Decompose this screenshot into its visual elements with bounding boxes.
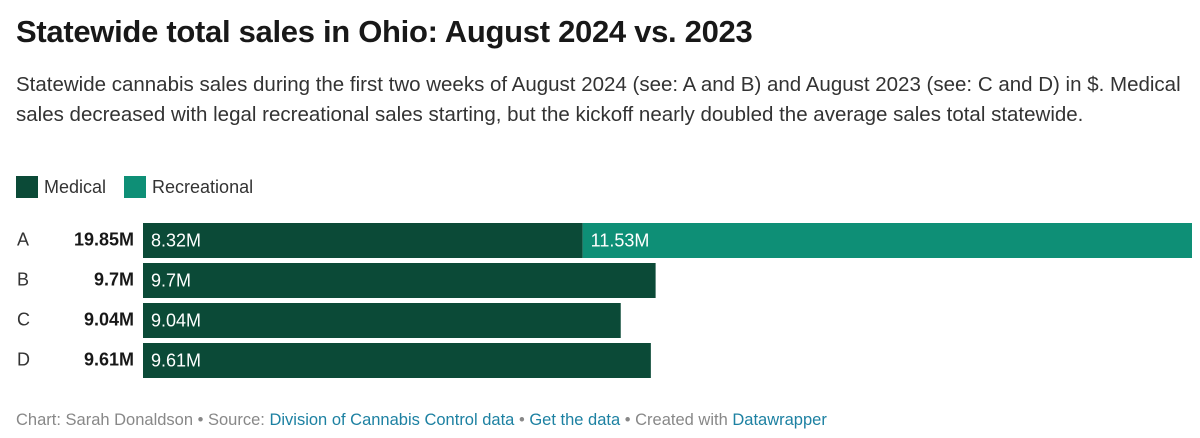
total-label: 9.04M [84, 309, 134, 329]
tool-link[interactable]: Datawrapper [732, 411, 827, 429]
separator: • [518, 411, 525, 429]
category-label: D [17, 349, 30, 369]
legend-label: Recreational [152, 176, 254, 197]
legend-swatch [16, 176, 38, 198]
total-label: 9.7M [94, 269, 134, 289]
chart-subtitle: Statewide cannabis sales during the firs… [16, 73, 1181, 126]
value-label: 8.32M [151, 230, 201, 250]
source-label: Source: [208, 411, 265, 429]
value-label: 11.53M [591, 230, 650, 250]
value-label: 9.61M [151, 350, 201, 370]
separator: • [624, 411, 631, 429]
category-label: A [17, 229, 29, 249]
legend-item: Medical [16, 176, 106, 198]
bar-segment [143, 263, 656, 298]
total-label: 9.61M [84, 349, 134, 369]
legend: Medical Recreational [16, 176, 253, 198]
category-label: B [17, 269, 29, 289]
value-label: 9.7M [151, 270, 191, 290]
value-label: 9.04M [151, 310, 201, 330]
bar-segment [143, 303, 621, 338]
byline: Chart: Sarah Donaldson [16, 411, 194, 429]
bar-segment [143, 223, 583, 258]
bar-segment [582, 223, 1192, 258]
separator: • [197, 411, 204, 429]
created-with: Created with [635, 411, 728, 429]
footer: Chart: Sarah Donaldson • Source: Divisio… [16, 411, 827, 430]
bar-segment [143, 343, 651, 378]
legend-swatch [124, 176, 147, 198]
legend-label: Medical [44, 176, 107, 197]
total-label: 19.85M [74, 229, 134, 249]
get-data-link[interactable]: Get the data [529, 411, 621, 429]
source-link[interactable]: Division of Cannabis Control data [269, 411, 515, 429]
legend-item: Recreational [124, 176, 253, 198]
chart-title: Statewide total sales in Ohio: August 20… [16, 14, 753, 49]
chart: A 19.85M 8.32M 11.53M B 9.7M 9.7M C 9.04M 9.04M D 9… [17, 223, 1192, 378]
category-label: C [17, 309, 30, 329]
